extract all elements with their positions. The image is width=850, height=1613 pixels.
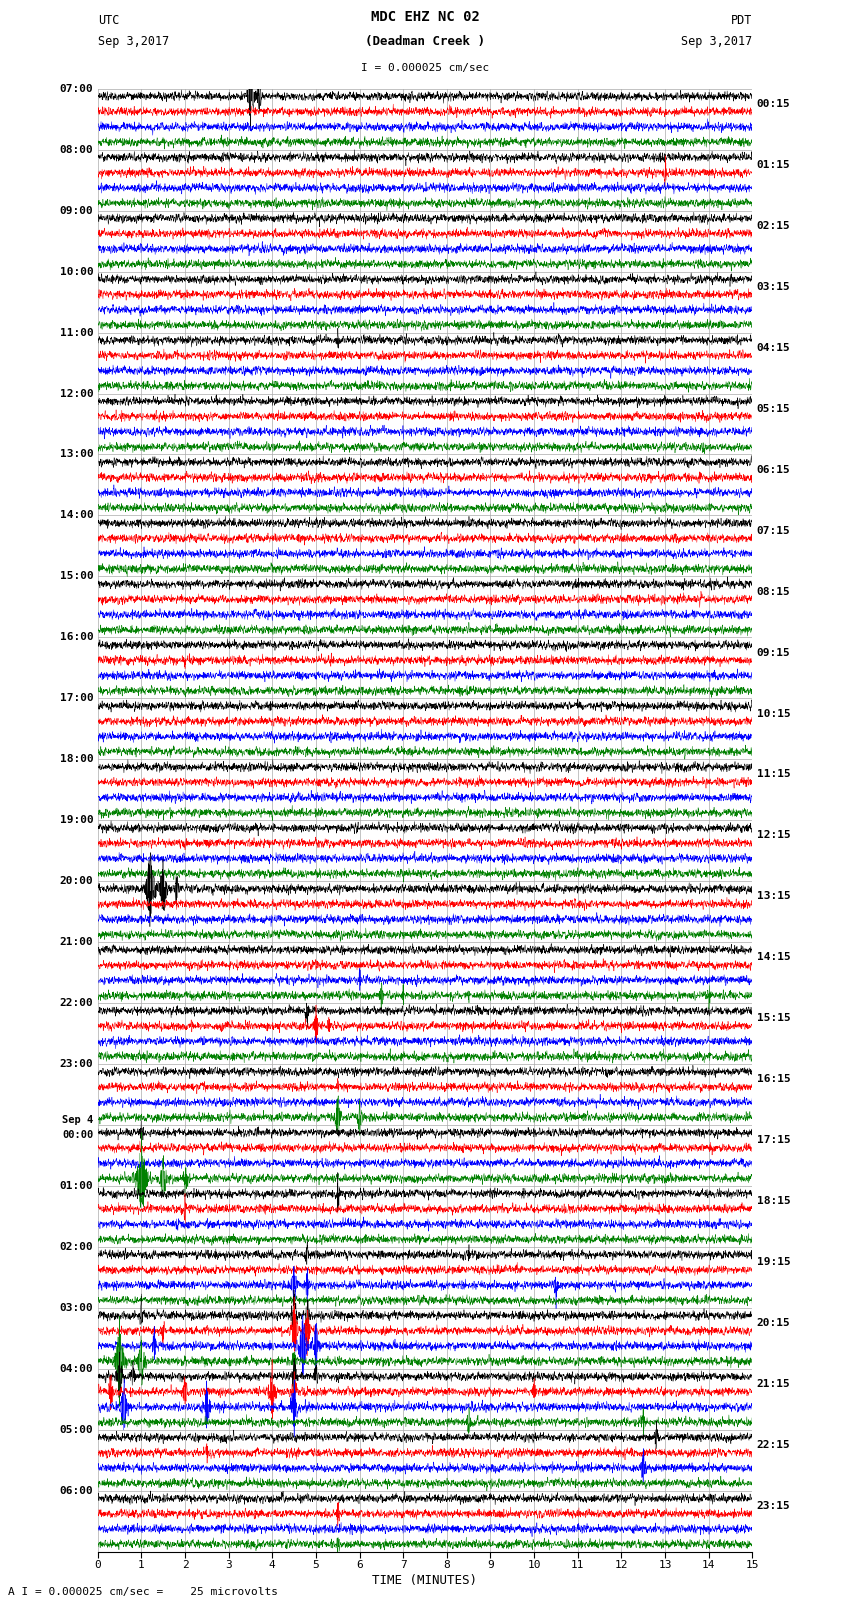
Text: 11:15: 11:15: [756, 769, 790, 779]
Text: A I = 0.000025 cm/sec =    25 microvolts: A I = 0.000025 cm/sec = 25 microvolts: [8, 1587, 279, 1597]
Text: Sep 3,2017: Sep 3,2017: [98, 35, 169, 48]
Text: 19:00: 19:00: [60, 815, 94, 826]
Text: 11:00: 11:00: [60, 327, 94, 337]
Text: I = 0.000025 cm/sec: I = 0.000025 cm/sec: [361, 63, 489, 73]
Text: 06:00: 06:00: [60, 1486, 94, 1495]
Text: 21:00: 21:00: [60, 937, 94, 947]
Text: 13:15: 13:15: [756, 892, 790, 902]
Text: 01:15: 01:15: [756, 160, 790, 169]
Text: 13:00: 13:00: [60, 450, 94, 460]
Text: 06:15: 06:15: [756, 465, 790, 474]
Text: 19:15: 19:15: [756, 1257, 790, 1268]
Text: 04:15: 04:15: [756, 344, 790, 353]
Text: 23:00: 23:00: [60, 1060, 94, 1069]
Text: PDT: PDT: [731, 15, 752, 27]
Text: 16:00: 16:00: [60, 632, 94, 642]
Text: 17:00: 17:00: [60, 694, 94, 703]
Text: 03:00: 03:00: [60, 1303, 94, 1313]
Text: 08:00: 08:00: [60, 145, 94, 155]
Text: 12:15: 12:15: [756, 831, 790, 840]
Text: 21:15: 21:15: [756, 1379, 790, 1389]
Text: 18:00: 18:00: [60, 755, 94, 765]
Text: 00:15: 00:15: [756, 98, 790, 110]
Text: 07:00: 07:00: [60, 84, 94, 94]
Text: 22:15: 22:15: [756, 1440, 790, 1450]
Text: UTC: UTC: [98, 15, 119, 27]
Text: 05:00: 05:00: [60, 1424, 94, 1436]
Text: 10:15: 10:15: [756, 708, 790, 718]
Text: 14:15: 14:15: [756, 952, 790, 963]
Text: 08:15: 08:15: [756, 587, 790, 597]
Text: 15:15: 15:15: [756, 1013, 790, 1023]
Text: (Deadman Creek ): (Deadman Creek ): [365, 35, 485, 48]
Text: 20:00: 20:00: [60, 876, 94, 886]
Text: Sep 4: Sep 4: [62, 1115, 94, 1124]
Text: 04:00: 04:00: [60, 1365, 94, 1374]
Text: 05:15: 05:15: [756, 403, 790, 415]
Text: 09:15: 09:15: [756, 647, 790, 658]
Text: 00:00: 00:00: [62, 1129, 94, 1140]
Text: 03:15: 03:15: [756, 282, 790, 292]
X-axis label: TIME (MINUTES): TIME (MINUTES): [372, 1574, 478, 1587]
Text: 02:00: 02:00: [60, 1242, 94, 1252]
Text: 16:15: 16:15: [756, 1074, 790, 1084]
Text: 18:15: 18:15: [756, 1197, 790, 1207]
Text: 23:15: 23:15: [756, 1502, 790, 1511]
Text: 20:15: 20:15: [756, 1318, 790, 1327]
Text: 17:15: 17:15: [756, 1136, 790, 1145]
Text: 12:00: 12:00: [60, 389, 94, 398]
Text: 10:00: 10:00: [60, 266, 94, 276]
Text: Sep 3,2017: Sep 3,2017: [681, 35, 752, 48]
Text: 09:00: 09:00: [60, 205, 94, 216]
Text: 14:00: 14:00: [60, 510, 94, 521]
Text: 02:15: 02:15: [756, 221, 790, 231]
Text: 01:00: 01:00: [60, 1181, 94, 1190]
Text: 22:00: 22:00: [60, 998, 94, 1008]
Text: MDC EHZ NC 02: MDC EHZ NC 02: [371, 10, 479, 24]
Text: 15:00: 15:00: [60, 571, 94, 581]
Text: 07:15: 07:15: [756, 526, 790, 536]
